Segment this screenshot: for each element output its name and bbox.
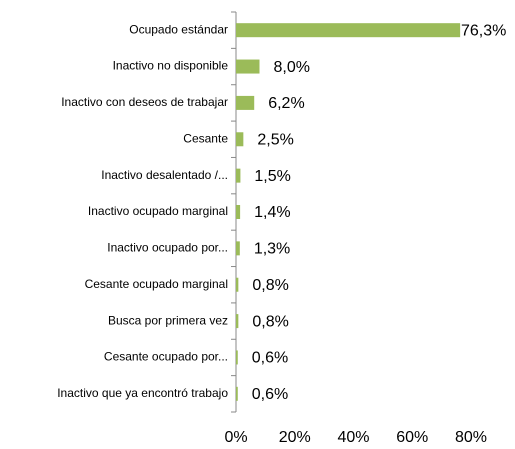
bar xyxy=(236,168,241,183)
value-label: 1,4% xyxy=(254,204,290,221)
x-tick-label: 80% xyxy=(455,429,487,446)
value-label: 76,3% xyxy=(461,22,506,39)
bar xyxy=(236,205,241,219)
y-tick-label: Ocupado estándar xyxy=(129,22,228,36)
bar xyxy=(236,277,239,292)
y-tick-label: Inactivo con deseos de trabajar xyxy=(61,95,228,109)
bar xyxy=(236,386,238,401)
value-label: 8,0% xyxy=(274,59,310,76)
bar xyxy=(236,95,255,110)
value-label: 1,5% xyxy=(254,168,290,185)
x-tick-label: 20% xyxy=(279,429,311,446)
y-tick-label: Inactivo ocupado marginal xyxy=(88,204,228,218)
value-label: 2,5% xyxy=(257,131,293,148)
y-tick-label: Inactivo no disponible xyxy=(113,59,229,73)
y-tick-label: Inactivo desalentado /... xyxy=(101,168,228,182)
bar xyxy=(236,314,239,329)
y-tick-label: Cesante ocupado por... xyxy=(104,350,228,364)
bar xyxy=(236,241,240,256)
y-tick-label: Inactivo que ya encontró trabajo xyxy=(57,386,228,400)
x-tick-label: 0% xyxy=(224,429,247,446)
bar xyxy=(236,350,238,365)
x-tick-label: 60% xyxy=(396,429,428,446)
value-label: 0,8% xyxy=(252,277,288,294)
x-tick-label: 40% xyxy=(337,429,369,446)
y-tick-label: Busca por primera vez xyxy=(108,313,228,327)
value-label: 0,6% xyxy=(252,350,288,367)
bar xyxy=(236,132,244,147)
bar xyxy=(236,59,260,74)
value-label: 0,8% xyxy=(252,313,288,330)
value-label: 6,2% xyxy=(268,95,304,112)
y-tick-label: Cesante ocupado marginal xyxy=(85,277,228,291)
value-label: 1,3% xyxy=(254,241,290,258)
bar xyxy=(236,23,461,38)
value-label: 0,6% xyxy=(252,386,288,403)
y-tick-label: Cesante xyxy=(183,131,228,145)
y-tick-label: Inactivo ocupado por... xyxy=(107,241,228,255)
